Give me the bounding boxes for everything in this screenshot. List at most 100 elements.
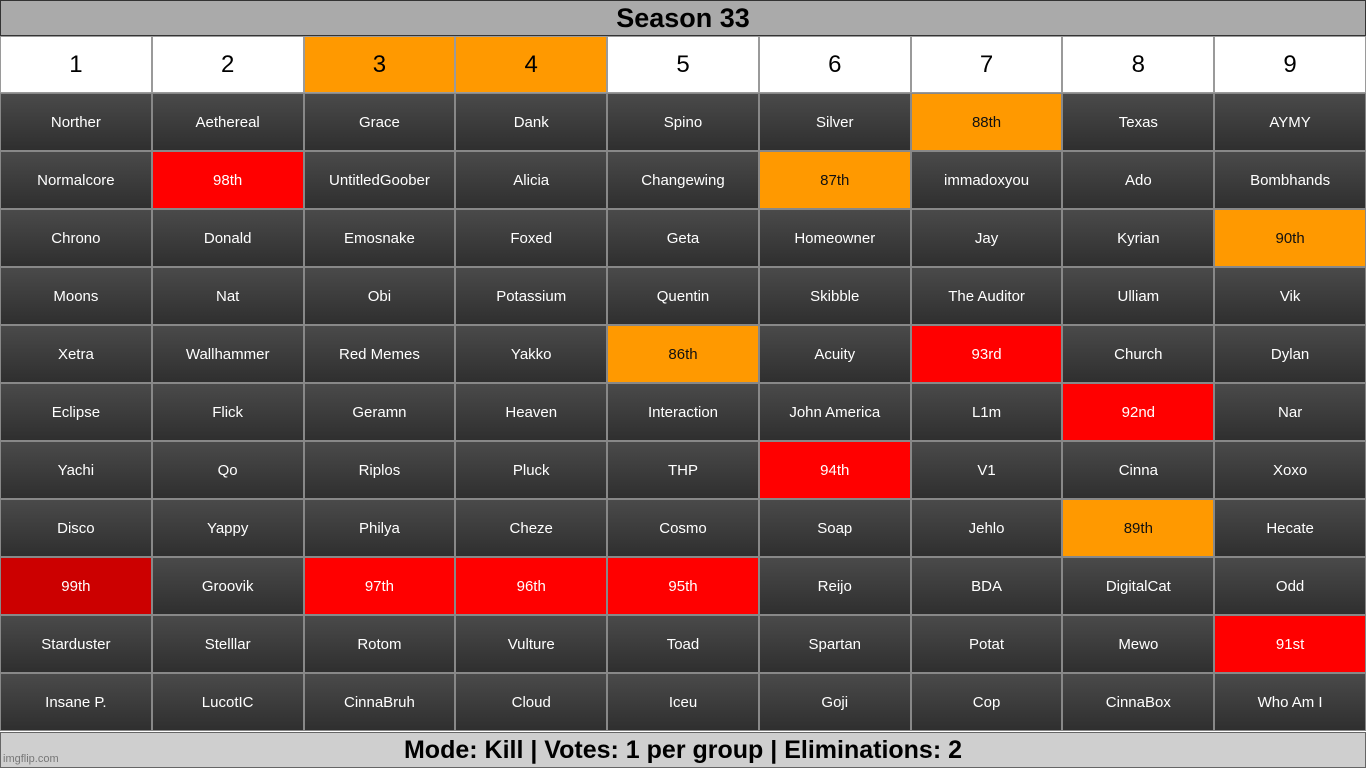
name-cell: Cloud — [455, 673, 608, 731]
name-cell: Obi — [303, 267, 456, 325]
name-cell: Texas — [1062, 93, 1215, 151]
name-cell: Nar — [1214, 383, 1366, 441]
name-cell: Chrono — [0, 209, 152, 267]
name-cell: Toad — [607, 615, 759, 673]
name-cell: Groovik — [151, 557, 304, 615]
column-header-7: 7 — [910, 36, 1063, 93]
name-cell: AYMY — [1214, 93, 1366, 151]
name-cell: Stelllar — [151, 615, 304, 673]
eliminated-cell: 88th — [910, 93, 1063, 151]
name-cell: CinnaBruh — [303, 673, 456, 731]
name-cell: Potat — [910, 615, 1063, 673]
name-cell: Silver — [758, 93, 911, 151]
name-cell: immadoxyou — [910, 151, 1063, 209]
eliminated-cell: 95th — [607, 557, 759, 615]
name-cell: Alicia — [455, 151, 608, 209]
eliminated-cell: 90th — [1214, 209, 1366, 267]
name-cell: Homeowner — [758, 209, 911, 267]
page-title: Season 33 — [0, 0, 1366, 36]
name-cell: Bombhands — [1214, 151, 1366, 209]
name-cell: Geta — [607, 209, 759, 267]
name-cell: Yachi — [0, 441, 152, 499]
name-cell: Changewing — [607, 151, 759, 209]
name-cell: Normalcore — [0, 151, 152, 209]
column-header-3: 3 — [303, 36, 456, 93]
name-cell: Odd — [1214, 557, 1366, 615]
name-cell: Ado — [1062, 151, 1215, 209]
name-cell: Starduster — [0, 615, 152, 673]
eliminated-cell: 89th — [1062, 499, 1215, 557]
name-cell: Flick — [151, 383, 304, 441]
name-cell: Pluck — [455, 441, 608, 499]
name-cell: Dank — [455, 93, 608, 151]
name-cell: Heaven — [455, 383, 608, 441]
name-cell: Spartan — [758, 615, 911, 673]
name-cell: V1 — [910, 441, 1063, 499]
column-header-6: 6 — [758, 36, 911, 93]
name-cell: Who Am I — [1214, 673, 1366, 731]
name-cell: Wallhammer — [151, 325, 304, 383]
name-cell: Yakko — [455, 325, 608, 383]
column-header-5: 5 — [607, 36, 759, 93]
name-cell: Kyrian — [1062, 209, 1215, 267]
name-cell: Xetra — [0, 325, 152, 383]
name-cell: Mewo — [1062, 615, 1215, 673]
name-cell: UntitledGoober — [303, 151, 456, 209]
name-cell: Soap — [758, 499, 911, 557]
name-cell: Spino — [607, 93, 759, 151]
name-cell: Jay — [910, 209, 1063, 267]
name-cell: Qo — [151, 441, 304, 499]
name-cell: Geramn — [303, 383, 456, 441]
eliminated-cell: 92nd — [1062, 383, 1215, 441]
name-cell: Insane P. — [0, 673, 152, 731]
name-cell: Nat — [151, 267, 304, 325]
name-cell: BDA — [910, 557, 1063, 615]
name-cell: Yappy — [151, 499, 304, 557]
name-cell: Disco — [0, 499, 152, 557]
column-header-9: 9 — [1214, 36, 1366, 93]
name-cell: Donald — [151, 209, 304, 267]
name-cell: LucotIC — [151, 673, 304, 731]
name-cell: Riplos — [303, 441, 456, 499]
name-cell: John America — [758, 383, 911, 441]
name-cell: Quentin — [607, 267, 759, 325]
name-cell: Hecate — [1214, 499, 1366, 557]
name-cell: Vulture — [455, 615, 608, 673]
name-cell: Emosnake — [303, 209, 456, 267]
name-cell: Cop — [910, 673, 1063, 731]
eliminated-cell: 98th — [151, 151, 304, 209]
name-cell: Interaction — [607, 383, 759, 441]
name-cell: Reijo — [758, 557, 911, 615]
name-cell: Church — [1062, 325, 1215, 383]
name-cell: THP — [607, 441, 759, 499]
name-cell: Goji — [758, 673, 911, 731]
eliminated-cell: 86th — [607, 325, 759, 383]
column-header-1: 1 — [0, 36, 152, 93]
name-cell: Xoxo — [1214, 441, 1366, 499]
name-cell: Philya — [303, 499, 456, 557]
column-header-8: 8 — [1062, 36, 1215, 93]
eliminated-cell: 96th — [455, 557, 608, 615]
name-cell: Aethereal — [151, 93, 304, 151]
name-cell: Dylan — [1214, 325, 1366, 383]
name-cell: Acuity — [758, 325, 911, 383]
name-cell: Ulliam — [1062, 267, 1215, 325]
eliminated-cell: 87th — [758, 151, 911, 209]
name-cell: Grace — [303, 93, 456, 151]
name-cell: Rotom — [303, 615, 456, 673]
eliminated-cell: 94th — [758, 441, 911, 499]
eliminated-cell: 93rd — [910, 325, 1063, 383]
name-cell: Cheze — [455, 499, 608, 557]
name-cell: Foxed — [455, 209, 608, 267]
name-cell: Moons — [0, 267, 152, 325]
name-cell: Cosmo — [607, 499, 759, 557]
name-cell: Vik — [1214, 267, 1366, 325]
name-cell: CinnaBox — [1062, 673, 1215, 731]
name-cell: DigitalCat — [1062, 557, 1215, 615]
name-cell: Norther — [0, 93, 152, 151]
name-cell: L1m — [910, 383, 1063, 441]
name-cell: Potassium — [455, 267, 608, 325]
name-cell: The Auditor — [910, 267, 1063, 325]
column-header-4: 4 — [455, 36, 608, 93]
season-grid: 1 2 3 4 5 6 7 8 9 Norther Aethereal Grace Dank Spino S… — [0, 36, 1366, 731]
